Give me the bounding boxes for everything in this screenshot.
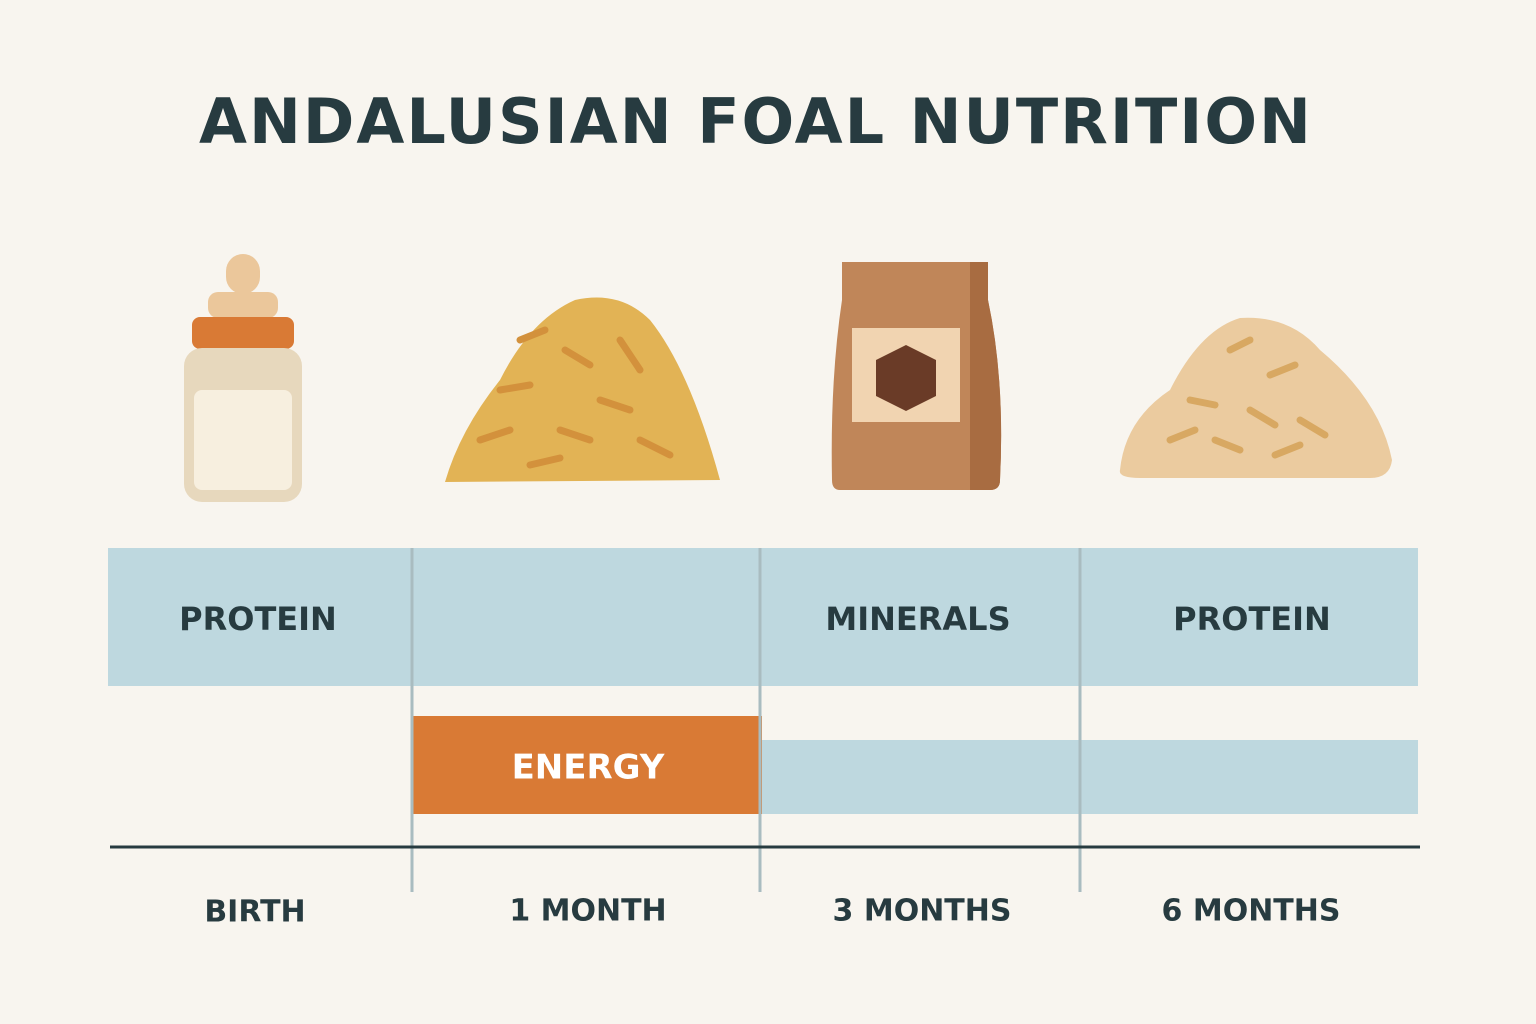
timeline-label: 1 MONTH bbox=[509, 894, 666, 929]
hay-icon bbox=[445, 297, 720, 482]
oats-icon bbox=[1119, 317, 1392, 478]
timeline-label: BIRTH bbox=[204, 895, 305, 930]
nutrient-label: PROTEIN bbox=[1173, 600, 1331, 638]
dividers bbox=[410, 548, 1082, 892]
nutrient-label: PROTEIN bbox=[179, 600, 337, 638]
title: ANDALUSIAN FOAL NUTRITION bbox=[199, 85, 1313, 158]
timeline-label: 6 MONTHS bbox=[1162, 894, 1341, 929]
bottle-icon bbox=[184, 254, 302, 502]
energy-label: ENERGY bbox=[512, 748, 665, 788]
timeline-label: 3 MONTHS bbox=[833, 894, 1012, 929]
feed-bag-icon bbox=[831, 262, 1002, 490]
nutrient-label: MINERALS bbox=[825, 600, 1010, 638]
energy-band bbox=[412, 716, 762, 814]
nutrient-band bbox=[108, 548, 1418, 686]
secondary-band bbox=[762, 740, 1418, 814]
